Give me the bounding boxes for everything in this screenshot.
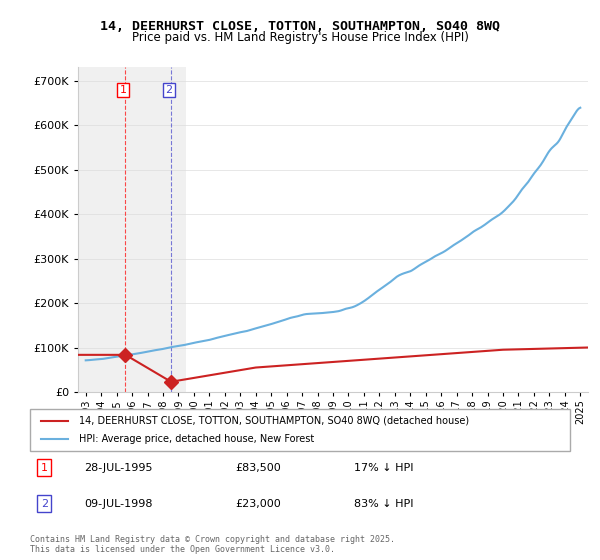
- Text: 2: 2: [165, 85, 172, 95]
- Bar: [78, 67, 186, 392]
- Text: 1: 1: [119, 85, 127, 95]
- Text: 83% ↓ HPI: 83% ↓ HPI: [354, 499, 413, 509]
- Text: HPI: Average price, detached house, New Forest: HPI: Average price, detached house, New …: [79, 434, 314, 444]
- Text: 14, DEERHURST CLOSE, TOTTON, SOUTHAMPTON, SO40 8WQ (detached house): 14, DEERHURST CLOSE, TOTTON, SOUTHAMPTON…: [79, 416, 469, 426]
- Text: 1: 1: [41, 463, 48, 473]
- Text: 09-JUL-1998: 09-JUL-1998: [84, 499, 152, 509]
- Text: £23,000: £23,000: [235, 499, 281, 509]
- Text: £83,500: £83,500: [235, 463, 281, 473]
- Text: 14, DEERHURST CLOSE, TOTTON, SOUTHAMPTON, SO40 8WQ: 14, DEERHURST CLOSE, TOTTON, SOUTHAMPTON…: [100, 20, 500, 32]
- FancyBboxPatch shape: [30, 409, 570, 451]
- Text: Contains HM Land Registry data © Crown copyright and database right 2025.
This d: Contains HM Land Registry data © Crown c…: [30, 535, 395, 554]
- Text: 28-JUL-1995: 28-JUL-1995: [84, 463, 152, 473]
- Text: Price paid vs. HM Land Registry's House Price Index (HPI): Price paid vs. HM Land Registry's House …: [131, 31, 469, 44]
- Text: 17% ↓ HPI: 17% ↓ HPI: [354, 463, 413, 473]
- Text: 2: 2: [41, 499, 48, 509]
